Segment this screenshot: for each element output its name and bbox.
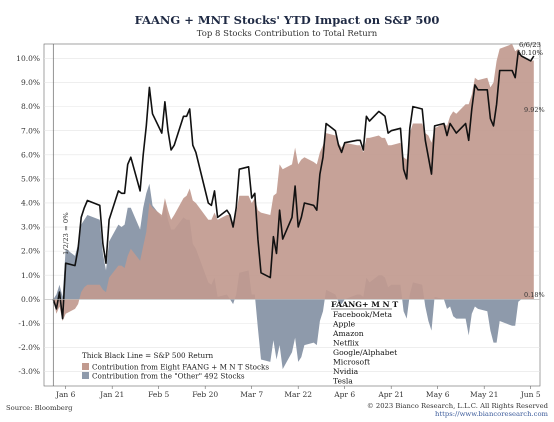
y-tick-label: 8.0% (21, 102, 40, 111)
x-tick-label: May 6 (426, 390, 450, 399)
stock-list-item: Amazon (332, 329, 364, 338)
x-tick-label: Mar 7 (240, 390, 263, 399)
y-tick-label: 0.0% (21, 295, 40, 304)
stock-list-item: Google/Alphabet (333, 348, 397, 357)
x-tick-label: Jun 5 (520, 390, 541, 399)
end-date-label: 6/6/23 (519, 41, 541, 49)
x-tick-label: Apr 21 (377, 390, 404, 399)
legend-other-label: Contribution from the "Other" 492 Stocks (92, 372, 245, 381)
x-tick-label: Feb 20 (192, 390, 218, 399)
y-tick-label: -1.0% (18, 319, 40, 328)
stock-list: FAANG+ M N T Facebook/Meta Apple Amazon … (331, 300, 398, 386)
y-tick-label: 10.0% (16, 54, 40, 63)
faang-end-label: 9.92% (524, 106, 545, 114)
y-tick-label: 3.0% (21, 223, 40, 232)
y-tick-label: 4.0% (21, 199, 40, 208)
source-note: Source: Bloomberg (6, 404, 73, 412)
x-axis-ticks: Jan 6 Jan 21 Feb 5 Feb 20 Mar 7 Mar 22 Apr 6 Ap… (55, 386, 541, 399)
x-tick-label: Apr 6 (333, 390, 355, 399)
start-marker-label: 1/2/23 = 0% (62, 212, 70, 255)
legend-line-label: Thick Black Line = S&P 500 Return (82, 351, 214, 360)
stock-list-item: Netflix (333, 339, 360, 348)
website-link[interactable]: https://www.biancoresearch.com (435, 410, 549, 418)
x-tick-label: Feb 5 (148, 390, 169, 399)
y-tick-label: 9.0% (21, 78, 40, 87)
stock-list-item: Microsoft (333, 358, 370, 367)
legend-faang-label: Contribution from Eight FAANG + M N T St… (92, 363, 269, 372)
stock-list-item: Nvidia (333, 367, 359, 376)
copyright-note: © 2023 Bianco Research, L.L.C. All Right… (367, 402, 549, 410)
y-tick-label: 2.0% (21, 247, 40, 256)
y-tick-label: 6.0% (21, 150, 40, 159)
y-tick-label: -3.0% (18, 367, 40, 376)
plot-area: -3.0% -2.0% -1.0% 0.0% 1.0% 2.0% 3.0% 4.0% 5.0% 6… (16, 43, 541, 399)
end-value-label: 10.10% (517, 49, 543, 57)
y-tick-label: 7.0% (21, 126, 40, 135)
x-tick-label: Mar 22 (284, 390, 312, 399)
faang-mnt-area (53, 44, 534, 321)
y-tick-label: 5.0% (21, 174, 40, 183)
x-tick-label: May 21 (470, 390, 498, 399)
y-tick-label: -2.0% (18, 343, 40, 352)
stock-list-item: Facebook/Meta (333, 310, 393, 319)
stock-list-heading: FAANG+ M N T (331, 300, 398, 309)
y-axis-ticks: -3.0% -2.0% -1.0% 0.0% 1.0% 2.0% 3.0% 4.0% 5.0% 6… (16, 54, 40, 376)
x-tick-label: Jan 21 (99, 390, 124, 399)
sp500-line (52, 50, 535, 320)
legend-other-swatch (82, 372, 89, 379)
chart-subtitle: Top 8 Stocks Contribution to Total Retur… (197, 29, 378, 39)
stock-list-item: Apple (332, 320, 356, 329)
y-tick-label: 1.0% (21, 271, 40, 280)
other-end-label: 0.18% (524, 291, 545, 299)
stock-list-item: Tesla (333, 377, 353, 386)
legend-faang-swatch (82, 363, 89, 370)
x-tick-label: Jan 6 (55, 390, 76, 399)
chart-title: FAANG + MNT Stocks' YTD Impact on S&P 50… (135, 13, 440, 27)
legend: Thick Black Line = S&P 500 Return Contri… (82, 351, 269, 381)
